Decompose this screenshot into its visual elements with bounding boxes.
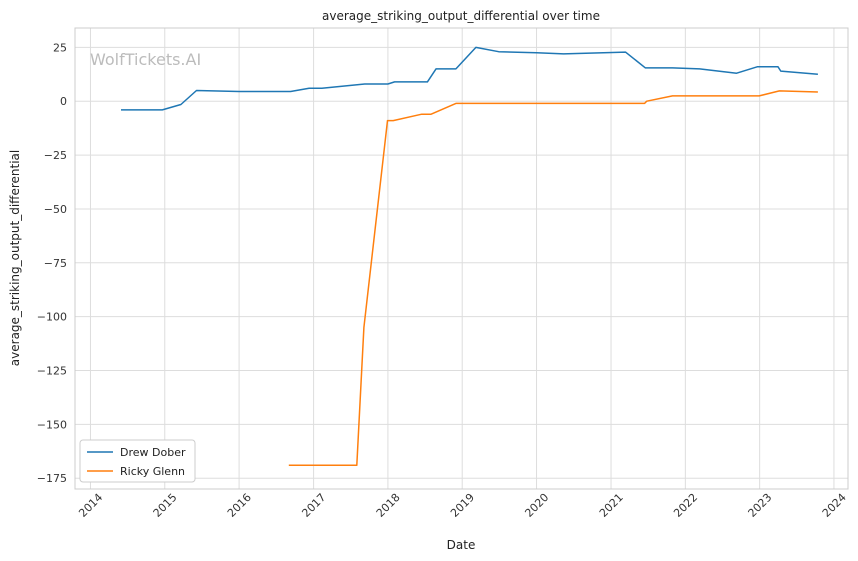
y-tick-label: −75 — [44, 257, 67, 270]
y-tick-label: 0 — [60, 95, 67, 108]
x-tick-label: 2019 — [448, 491, 477, 520]
y-axis-title: average_striking_output_differential — [8, 150, 22, 366]
x-tick-label: 2016 — [225, 491, 254, 520]
x-tick-label: 2018 — [374, 491, 403, 520]
plot-area-frame — [74, 27, 849, 490]
legend-label-ricky-glenn: Ricky Glenn — [120, 465, 185, 478]
chart-title: average_striking_output_differential ove… — [322, 9, 600, 23]
y-tick-label: 25 — [53, 41, 67, 54]
legend-label-drew-dober: Drew Dober — [120, 446, 186, 459]
x-tick-label: 2023 — [746, 491, 775, 520]
legend: Drew Dober Ricky Glenn — [79, 439, 196, 483]
x-tick-label: 2015 — [151, 491, 180, 520]
grid — [75, 28, 848, 489]
y-tick-label: −150 — [37, 418, 67, 431]
series-line-ricky-glenn — [288, 90, 818, 467]
y-tick-label: −125 — [37, 365, 67, 378]
x-tick-label: 2014 — [76, 491, 105, 520]
x-tick-label: 2021 — [597, 491, 626, 520]
watermark: WolfTickets.AI — [90, 50, 201, 69]
y-tick-label: −25 — [44, 149, 67, 162]
series-line-drew-dober — [121, 46, 818, 111]
y-tick-label: −175 — [37, 472, 67, 485]
x-tick-label: 2022 — [671, 491, 700, 520]
x-axis-title: Date — [447, 538, 476, 552]
x-tick-label: 2020 — [522, 491, 551, 520]
y-tick-label: −100 — [37, 311, 67, 324]
x-tick-label: 2024 — [820, 491, 849, 520]
x-tick-label: 2017 — [299, 491, 328, 520]
y-tick-label: −50 — [44, 203, 67, 216]
series-group — [121, 46, 818, 467]
